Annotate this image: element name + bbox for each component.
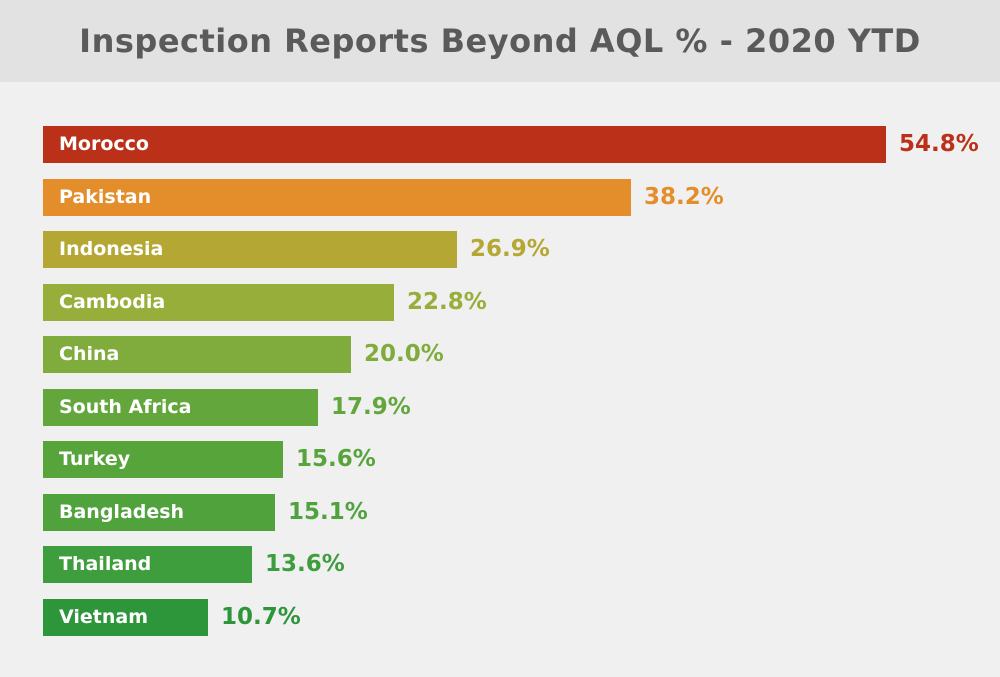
bar-value-label: 22.8% xyxy=(407,289,487,315)
bar: Cambodia xyxy=(43,284,394,321)
bar-category-label: Bangladesh xyxy=(59,501,185,523)
bar-category-label: Thailand xyxy=(59,553,152,575)
bar: China xyxy=(43,336,351,373)
chart-header: Inspection Reports Beyond AQL % - 2020 Y… xyxy=(0,0,1000,82)
bar: South Africa xyxy=(43,389,318,426)
bar-category-label: Turkey xyxy=(59,448,131,470)
bar-category-label: Cambodia xyxy=(59,291,166,313)
bar: Thailand xyxy=(43,546,252,583)
bar-value-label: 54.8% xyxy=(899,131,979,157)
bar-category-label: Indonesia xyxy=(59,238,164,260)
bar: Pakistan xyxy=(43,179,631,216)
chart-title: Inspection Reports Beyond AQL % - 2020 Y… xyxy=(79,22,921,60)
bar-value-label: 15.6% xyxy=(296,446,376,472)
bar: Bangladesh xyxy=(43,494,275,531)
bar: Indonesia xyxy=(43,231,457,268)
bar-category-label: China xyxy=(59,343,120,365)
bar: Vietnam xyxy=(43,599,208,636)
bar-value-label: 26.9% xyxy=(470,236,550,262)
bar: Turkey xyxy=(43,441,283,478)
bar-category-label: South Africa xyxy=(59,396,192,418)
bar-category-label: Morocco xyxy=(59,133,149,155)
bar: Morocco xyxy=(43,126,886,163)
bar-value-label: 38.2% xyxy=(644,184,724,210)
bar-value-label: 17.9% xyxy=(331,394,411,420)
bar-value-label: 13.6% xyxy=(265,551,345,577)
bar-category-label: Vietnam xyxy=(59,606,148,628)
bar-value-label: 20.0% xyxy=(364,341,444,367)
bar-value-label: 10.7% xyxy=(221,604,301,630)
bar-category-label: Pakistan xyxy=(59,186,152,208)
bar-value-label: 15.1% xyxy=(288,499,368,525)
bar-chart: Morocco 54.8% Pakistan 38.2% Indonesia 26.9% C… xyxy=(0,82,1000,677)
